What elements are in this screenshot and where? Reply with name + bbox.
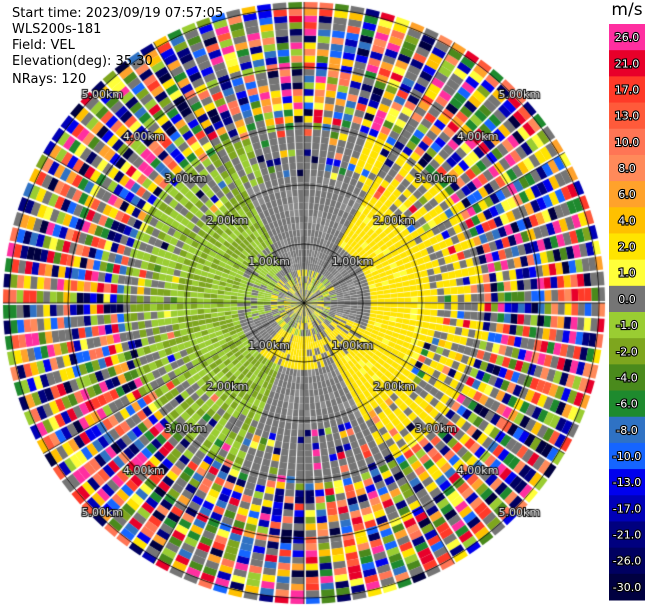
colorbar-swatch (609, 364, 645, 392)
colorbar-swatch (609, 207, 645, 234)
colorbar-tick-label: 10.0 (615, 136, 640, 149)
ppi-velocity-plot (0, 0, 607, 607)
colorbar-tick-label: 6.0 (618, 188, 636, 201)
colorbar-swatch (609, 285, 645, 313)
colorbar-swatch (609, 338, 645, 365)
colorbar-swatch (609, 521, 645, 549)
colorbar-swatch (609, 233, 645, 261)
start-time-label: Start time: 2023/09/19 07:57:05 (12, 6, 224, 21)
colorbar-tick-label: 26.0 (615, 31, 640, 44)
colorbar-swatch (609, 390, 645, 418)
colorbar-tick-label: -1.0 (616, 319, 637, 332)
colorbar-swatch (609, 469, 645, 496)
colorbar-tick-label: -13.0 (613, 476, 641, 489)
elevation-label: Elevation(deg): 35.30 (12, 54, 153, 69)
nrays-label: NRays: 120 (12, 72, 87, 87)
colorbar-swatch (609, 547, 645, 575)
colorbar-swatch (609, 154, 645, 182)
colorbar-swatch (609, 259, 645, 287)
colorbar-swatch (609, 24, 645, 51)
colorbar-tick-label: 0.0 (618, 293, 636, 306)
colorbar-tick-label: -17.0 (613, 502, 641, 515)
velocity-colorbar: 26.0 21.0 17.0 13.0 10.0 8.0 6.0 4.0 2.0 1.0 0.0 -1… (609, 24, 645, 601)
colorbar-swatch (609, 181, 645, 208)
station-label: WLS200s-181 (12, 22, 102, 37)
colorbar-tick-label: 4.0 (618, 214, 636, 227)
colorbar-swatch (609, 76, 645, 104)
colorbar-tick-label: 1.0 (618, 267, 636, 280)
colorbar-unit: m/s (611, 0, 643, 20)
colorbar-tick-label: -26.0 (613, 555, 641, 568)
colorbar-tick-label: -21.0 (613, 529, 641, 542)
field-label: Field: VEL (12, 38, 75, 53)
colorbar-tick-label: -6.0 (616, 398, 637, 411)
colorbar-tick-label: 17.0 (615, 83, 640, 96)
colorbar-swatch (609, 128, 645, 156)
colorbar-tick-label: -10.0 (613, 450, 641, 463)
colorbar-tick-label: -8.0 (616, 424, 637, 437)
colorbar-swatch (609, 573, 645, 601)
colorbar-swatch (609, 442, 645, 470)
colorbar-tick-label: -2.0 (616, 345, 637, 358)
colorbar-tick-label: 2.0 (618, 241, 636, 254)
colorbar-tick-label: -30.0 (613, 581, 641, 594)
colorbar-swatch (609, 102, 645, 130)
colorbar-swatch (609, 416, 645, 444)
colorbar-swatch (609, 495, 645, 522)
colorbar-tick-label: 8.0 (618, 162, 636, 175)
colorbar-swatch (609, 50, 645, 77)
colorbar-tick-label: 21.0 (615, 57, 640, 70)
colorbar-swatch (609, 312, 645, 339)
colorbar-tick-label: -4.0 (616, 371, 637, 384)
colorbar-tick-label: 13.0 (615, 110, 640, 123)
